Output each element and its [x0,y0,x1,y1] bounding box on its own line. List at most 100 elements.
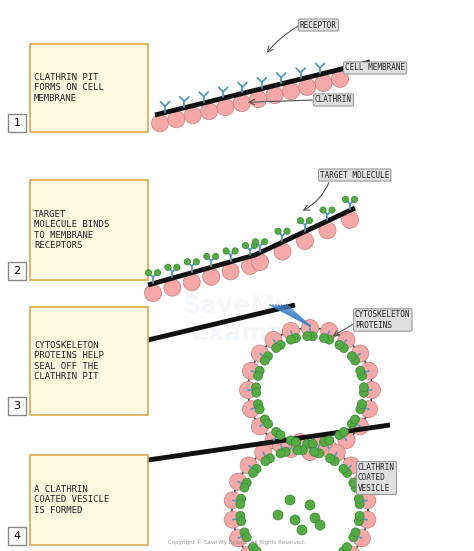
Circle shape [353,473,370,490]
Circle shape [164,279,181,296]
Circle shape [305,500,315,510]
Circle shape [254,399,263,408]
Circle shape [248,468,257,477]
Circle shape [347,419,356,428]
FancyBboxPatch shape [30,455,148,545]
Circle shape [292,333,301,343]
FancyBboxPatch shape [30,44,148,132]
Circle shape [341,212,358,228]
Circle shape [260,415,269,424]
Circle shape [352,345,369,362]
Circle shape [237,494,246,503]
Circle shape [360,363,377,379]
Circle shape [274,243,291,260]
Circle shape [252,388,261,397]
Circle shape [359,383,368,392]
Circle shape [319,437,328,446]
Circle shape [240,528,249,537]
Circle shape [273,510,283,520]
Circle shape [354,494,363,503]
Circle shape [265,453,274,463]
Circle shape [351,356,360,365]
FancyBboxPatch shape [30,180,148,280]
Circle shape [315,520,325,530]
Circle shape [303,332,312,341]
Circle shape [272,344,281,353]
Circle shape [319,333,328,343]
Circle shape [359,511,376,528]
Circle shape [320,440,337,457]
Circle shape [273,436,289,453]
Circle shape [203,253,210,260]
Circle shape [335,341,344,349]
Circle shape [152,115,168,132]
Circle shape [275,228,281,234]
Text: RECEPTOR: RECEPTOR [300,20,337,30]
Circle shape [255,404,264,414]
Text: 1: 1 [13,118,20,128]
Circle shape [265,331,282,348]
Circle shape [342,196,349,203]
Circle shape [255,366,264,375]
Text: CLATHRIN
COATED
VESICLE: CLATHRIN COATED VESICLE [358,463,395,493]
Circle shape [283,83,300,100]
Circle shape [320,207,326,213]
Text: CYTOSKELETON
PROTEINS HELP
SEAL OFF THE
CLATHRIN PIT: CYTOSKELETON PROTEINS HELP SEAL OFF THE … [34,341,104,381]
Circle shape [328,444,345,461]
Circle shape [283,440,300,457]
Circle shape [223,248,229,254]
Circle shape [276,341,285,349]
Circle shape [252,239,259,245]
Circle shape [351,415,360,424]
Circle shape [251,418,268,435]
Circle shape [293,446,302,455]
Circle shape [241,257,258,274]
Circle shape [184,107,201,124]
Circle shape [301,320,319,337]
Circle shape [351,483,360,492]
Circle shape [224,492,241,509]
Circle shape [326,453,335,463]
Text: CLATHRIN: CLATHRIN [315,95,352,105]
Circle shape [286,436,295,445]
Circle shape [145,285,162,301]
Circle shape [330,457,339,466]
Text: TARGET MOLECULE: TARGET MOLECULE [320,170,389,180]
Circle shape [243,363,260,379]
Circle shape [260,356,269,365]
Circle shape [290,515,300,525]
Circle shape [240,546,257,551]
Circle shape [339,428,348,436]
Circle shape [292,434,309,451]
Circle shape [338,331,355,348]
Circle shape [229,530,246,547]
Circle shape [276,431,285,440]
Circle shape [252,383,261,392]
Circle shape [297,525,307,535]
Circle shape [297,233,313,250]
Circle shape [239,381,256,398]
Circle shape [284,228,290,234]
Circle shape [240,457,257,474]
Circle shape [338,431,355,449]
Circle shape [222,263,239,280]
Circle shape [252,253,268,271]
Circle shape [298,446,307,455]
Circle shape [357,399,366,408]
Circle shape [339,344,348,353]
Circle shape [310,513,320,523]
Circle shape [315,449,324,458]
Circle shape [299,78,316,95]
Circle shape [212,253,219,260]
FancyBboxPatch shape [8,527,26,545]
Text: SaveMy
Exams: SaveMy Exams [182,294,292,345]
Circle shape [356,366,365,375]
Text: CYTOSKELETON
PROTEINS: CYTOSKELETON PROTEINS [355,310,410,329]
Text: CELL MEMBRANE: CELL MEMBRANE [345,63,405,73]
Circle shape [203,268,220,285]
Circle shape [335,431,344,440]
Circle shape [237,517,246,526]
Circle shape [286,335,295,344]
Circle shape [250,90,267,107]
Circle shape [308,332,317,341]
